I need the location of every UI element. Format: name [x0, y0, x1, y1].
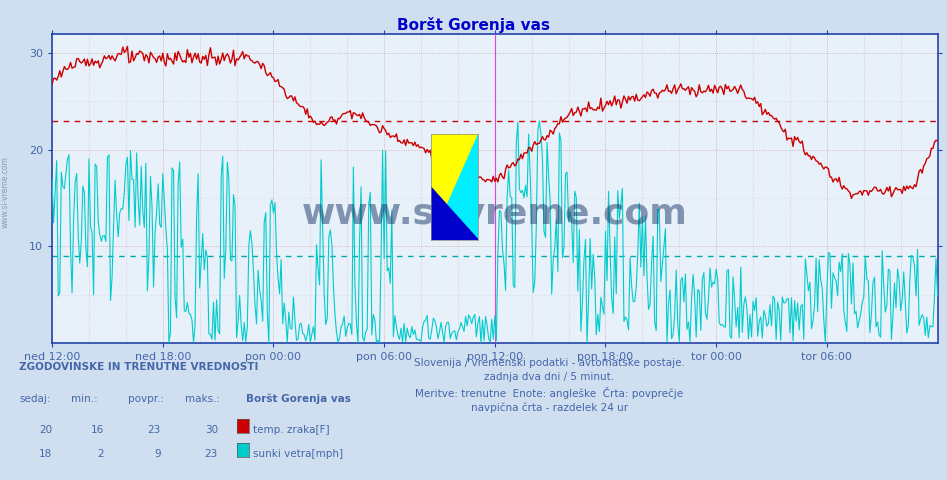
Text: 23: 23	[205, 449, 218, 459]
Text: ZGODOVINSKE IN TRENUTNE VREDNOSTI: ZGODOVINSKE IN TRENUTNE VREDNOSTI	[19, 362, 259, 372]
Text: Boršt Gorenja vas: Boršt Gorenja vas	[397, 17, 550, 33]
Text: 16: 16	[91, 425, 104, 435]
Text: povpr.:: povpr.:	[128, 394, 164, 404]
Text: temp. zraka[F]: temp. zraka[F]	[253, 425, 330, 435]
Text: 20: 20	[39, 425, 52, 435]
Text: 2: 2	[98, 449, 104, 459]
Text: www.si-vreme.com: www.si-vreme.com	[0, 156, 9, 228]
Text: 23: 23	[148, 425, 161, 435]
Text: maks.:: maks.:	[185, 394, 220, 404]
Text: sedaj:: sedaj:	[19, 394, 50, 404]
Text: Slovenija / vremenski podatki - avtomatske postaje.
zadnja dva dni / 5 minut.
Me: Slovenija / vremenski podatki - avtomats…	[414, 358, 685, 413]
Text: min.:: min.:	[71, 394, 98, 404]
Text: sunki vetra[mph]: sunki vetra[mph]	[253, 449, 343, 459]
Text: 30: 30	[205, 425, 218, 435]
Polygon shape	[431, 187, 478, 240]
Text: Boršt Gorenja vas: Boršt Gorenja vas	[246, 394, 351, 404]
Polygon shape	[431, 134, 478, 240]
Polygon shape	[431, 134, 478, 240]
Text: 18: 18	[39, 449, 52, 459]
Text: 9: 9	[154, 449, 161, 459]
Text: www.si-vreme.com: www.si-vreme.com	[302, 196, 688, 230]
